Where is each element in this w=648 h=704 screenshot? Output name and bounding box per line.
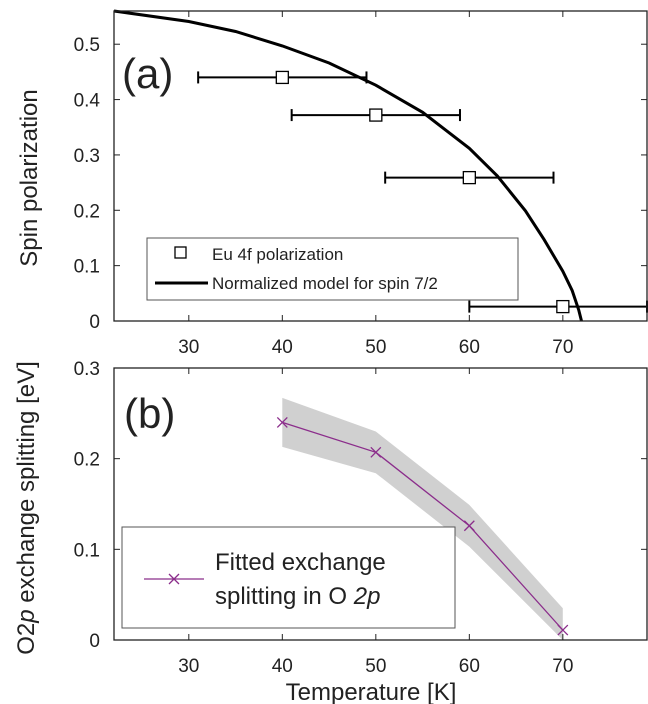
data-point-x	[370, 446, 382, 458]
panel-b-axes-frame	[113, 367, 648, 641]
y-tick-label: 0.4	[74, 91, 101, 112]
panel-a-legend: Eu 4f polarization Normalized model for …	[146, 237, 519, 301]
legend-entry-fit-line1: Fitted exchange	[215, 549, 386, 576]
legend-fit-line2-text: splitting in O	[215, 583, 354, 610]
legend-x-marker	[168, 573, 180, 585]
x-tick-label: 70	[552, 656, 573, 677]
panel-b-legend: Fitted exchange splitting in O 2p	[121, 526, 456, 629]
panel-a-ticks: 30 40 50 60 70 0 0.1 0.2 0.3 0.4 0.5	[74, 11, 647, 358]
data-point-x	[276, 416, 288, 428]
y-tick-label: 0.2	[74, 450, 100, 471]
legend-entry-fit-line2: splitting in O 2p	[215, 583, 380, 610]
y-label-suffix: exchange splitting [eV]	[13, 361, 40, 609]
x-tick-label: 70	[552, 337, 573, 358]
panel-a-marks	[113, 9, 648, 322]
panel-a-axes-frame	[113, 10, 648, 322]
uncertainty-band	[282, 397, 563, 640]
x-axis-label: Temperature [K]	[286, 679, 457, 704]
x-tick-label: 50	[365, 656, 386, 677]
y-tick-label: 0	[89, 312, 100, 333]
y-tick-label: 0.3	[74, 146, 100, 167]
y-label-prefix: O2	[13, 623, 40, 655]
x-tick-label: 30	[178, 337, 199, 358]
x-tick-label: 40	[272, 656, 293, 677]
panel-b-marks	[276, 397, 569, 640]
panel-a: 30 40 50 60 70 0 0.1 0.2 0.3 0.4 0.5 (a) Spin pola…	[16, 9, 648, 358]
legend-entry-model: Normalized model for spin 7/2	[212, 274, 438, 293]
panel-a-label: (a)	[122, 50, 173, 97]
y-tick-label: 0.3	[74, 359, 100, 380]
panel-b-legend-box	[121, 526, 456, 629]
panel-b-label: (b)	[124, 390, 175, 437]
y-tick-label: 0	[89, 631, 100, 652]
panel-b-y-axis-label: O2p exchange splitting [eV]	[13, 361, 40, 655]
y-tick-label: 0.1	[74, 540, 100, 561]
data-point-x	[463, 520, 475, 532]
panel-b-ticks: 30 40 50 60 70 0 0.1 0.2 0.3	[74, 359, 647, 677]
x-tick-label: 60	[459, 337, 480, 358]
data-point-square	[462, 170, 476, 185]
data-point-square	[275, 70, 289, 85]
model-curve	[113, 9, 583, 322]
x-tick-label: 40	[272, 337, 293, 358]
data-point-square	[369, 108, 383, 122]
panel-a-y-axis-label: Spin polarization	[16, 89, 43, 266]
legend-square-marker	[174, 246, 187, 259]
x-tick-label: 30	[178, 656, 199, 677]
y-tick-label: 0.5	[74, 35, 100, 56]
data-point-x	[557, 624, 569, 636]
fit-line	[282, 421, 564, 631]
legend-fit-line2-italic: 2p	[353, 583, 381, 610]
y-label-italic: p	[13, 609, 40, 623]
x-tick-label: 50	[365, 337, 386, 358]
x-tick-label: 60	[459, 656, 480, 677]
panel-a-legend-box	[146, 237, 519, 301]
y-tick-label: 0.1	[74, 257, 100, 278]
y-tick-label: 0.2	[74, 201, 100, 222]
panel-b: 30 40 50 60 70 0 0.1 0.2 0.3 (b) O2p exchange sp…	[13, 359, 648, 704]
data-point-square	[556, 299, 570, 314]
legend-entry-eu-4f: Eu 4f polarization	[212, 245, 343, 264]
